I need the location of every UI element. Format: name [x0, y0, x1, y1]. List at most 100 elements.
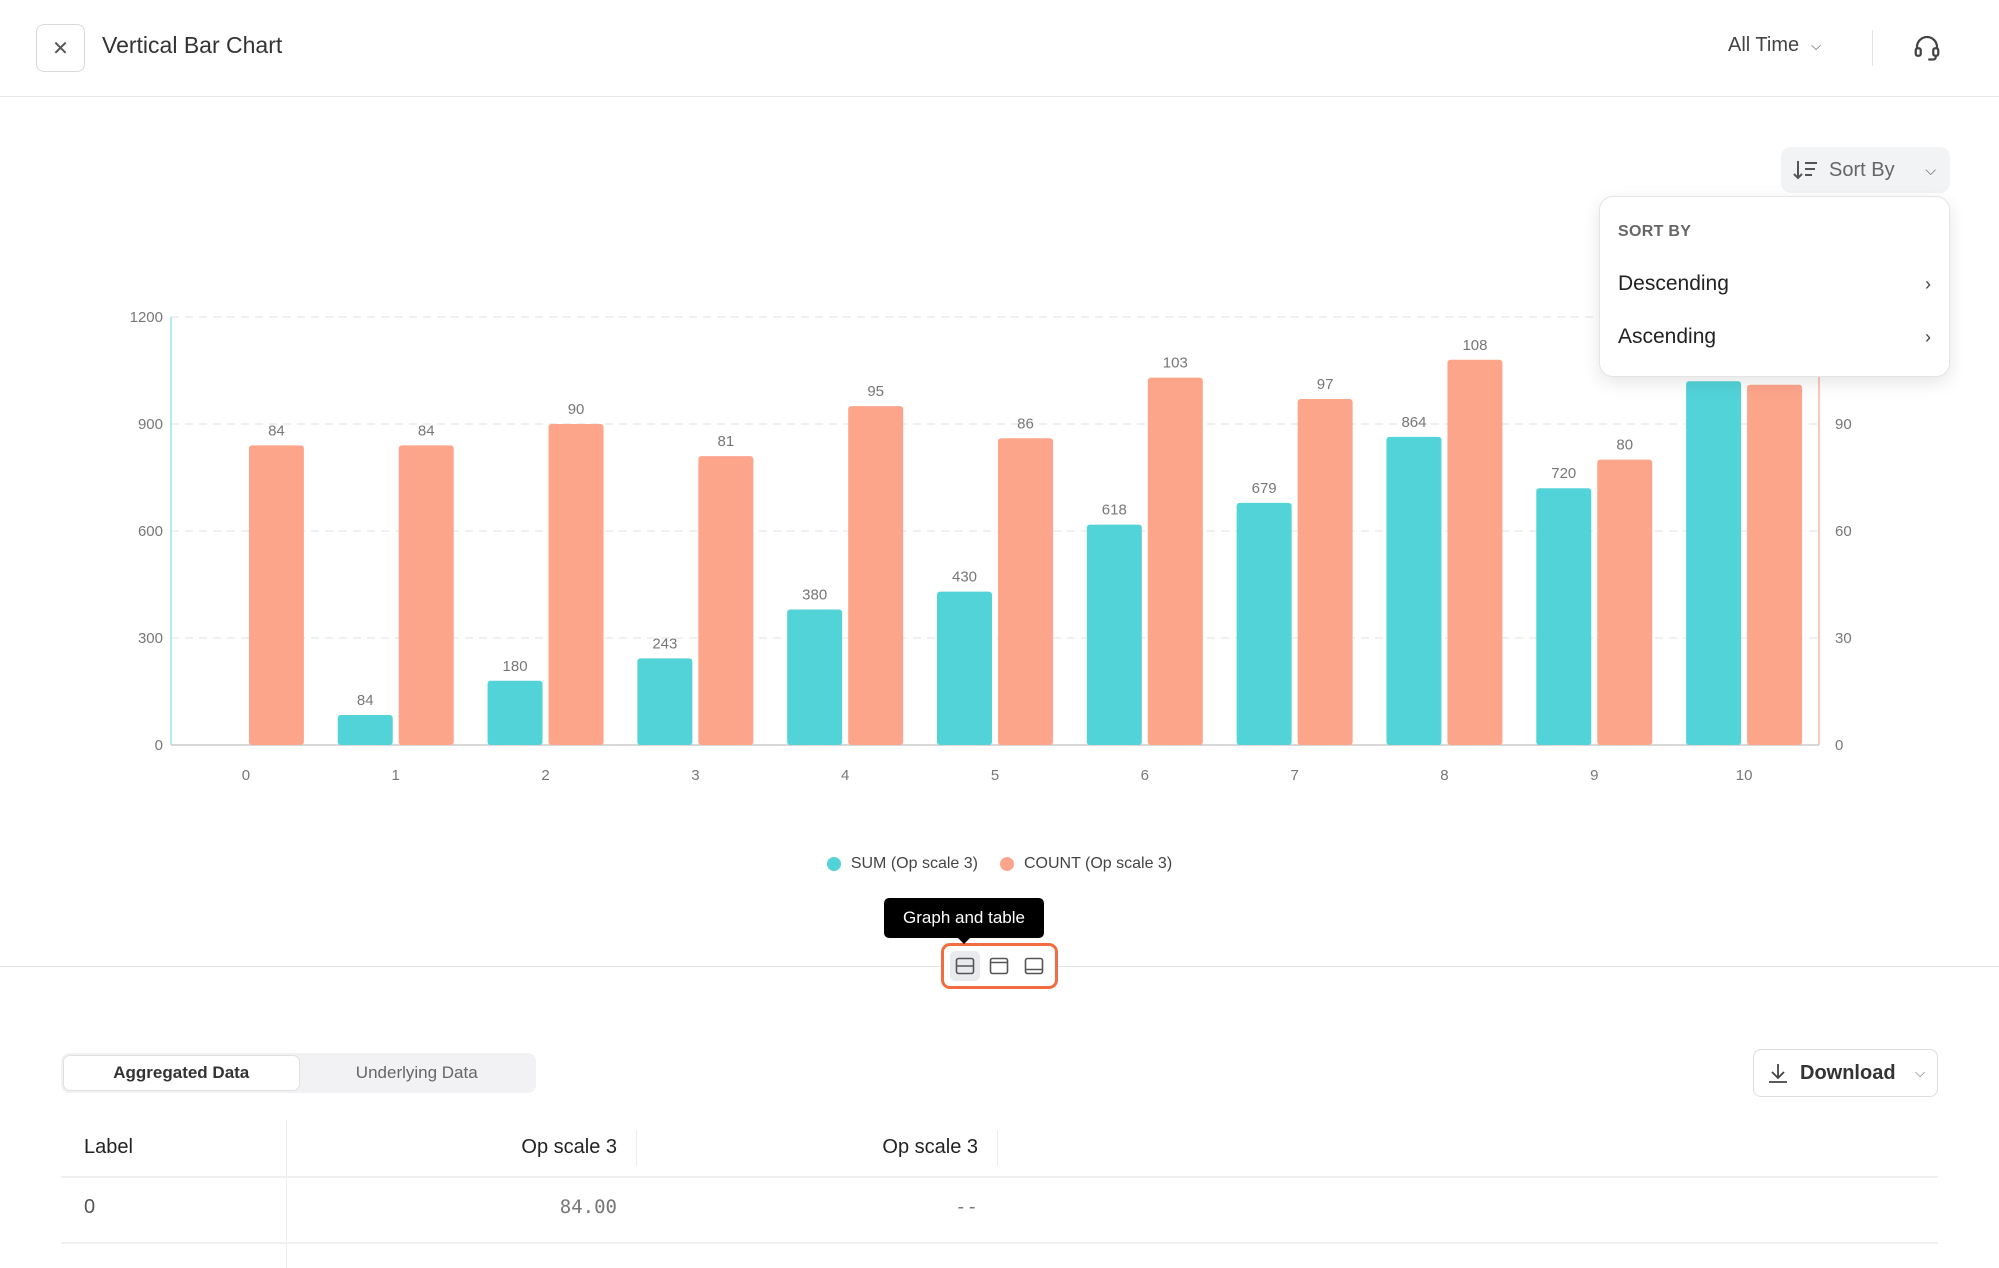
- bar-sum: [1236, 502, 1292, 745]
- bar-chart: 0300600900120003060900841848421809032438…: [130, 309, 1852, 784]
- option-label: Descending: [1618, 272, 1729, 295]
- bar-count: [848, 406, 904, 745]
- y-right-tick-label: 90: [1835, 416, 1852, 433]
- x-tick-label: 10: [1736, 767, 1753, 784]
- bar-count: [248, 445, 304, 745]
- chevron-down-icon: ⌵: [1925, 161, 1936, 178]
- chevron-right-icon: ›: [1925, 326, 1931, 347]
- close-button[interactable]: ✕: [36, 24, 85, 72]
- x-tick-label: 4: [841, 767, 849, 784]
- y-right-tick-label: 30: [1835, 630, 1852, 647]
- chevron-down-icon: ⌵: [1915, 1065, 1925, 1080]
- row-divider: [61, 1176, 1938, 1178]
- data-table: Label Op scale 3 Op scale 3 0 84.00 --: [61, 1120, 1938, 1268]
- data-label-sum: 618: [1102, 502, 1127, 519]
- sort-option-ascending[interactable]: Ascending ›: [1618, 317, 1931, 357]
- x-tick-label: 6: [1141, 767, 1149, 784]
- y-left-tick-label: 300: [138, 630, 163, 647]
- data-label-count: 86: [1017, 415, 1034, 432]
- bar-count: [548, 424, 604, 745]
- view-mode-toggle: [941, 943, 1058, 989]
- column-header-label[interactable]: Label: [84, 1136, 133, 1158]
- x-tick-label: 0: [242, 767, 250, 784]
- x-tick-label: 3: [691, 767, 699, 784]
- page-title: Vertical Bar Chart: [102, 32, 283, 58]
- cell-label: 0: [84, 1196, 96, 1218]
- sort-by-button[interactable]: Sort By ⌵: [1781, 147, 1950, 193]
- x-tick-label: 7: [1290, 767, 1298, 784]
- cell-value: 84.00: [559, 1196, 617, 1218]
- chevron-down-icon: ⌵: [1811, 37, 1821, 53]
- x-tick-label: 9: [1590, 767, 1598, 784]
- view-tooltip: Graph and table: [884, 898, 1044, 944]
- data-label-sum: 243: [652, 635, 677, 652]
- tab-aggregated-data[interactable]: Aggregated Data: [63, 1055, 300, 1091]
- time-filter-dropdown[interactable]: All Time ⌵: [1728, 34, 1821, 57]
- data-tabs: Aggregated Data Underlying Data: [61, 1053, 536, 1093]
- row-divider: [61, 1242, 1938, 1244]
- data-label-sum: 180: [503, 658, 528, 675]
- download-icon: [1769, 1064, 1787, 1083]
- x-tick-label: 8: [1440, 767, 1448, 784]
- x-tick-label: 2: [541, 767, 549, 784]
- time-filter-label: All Time: [1728, 34, 1800, 56]
- download-label: Download: [1800, 1061, 1896, 1084]
- bar-count: [1597, 459, 1653, 745]
- bar-count: [1147, 377, 1203, 745]
- y-left-tick-label: 900: [138, 416, 163, 433]
- data-label-sum: 720: [1551, 465, 1576, 482]
- tab-underlying-data[interactable]: Underlying Data: [355, 1063, 478, 1082]
- bar-sum: [1686, 381, 1742, 745]
- header-divider: [1872, 30, 1873, 66]
- chevron-right-icon: ›: [1925, 273, 1931, 294]
- bar-sum: [1536, 488, 1592, 745]
- close-icon: ✕: [52, 37, 69, 60]
- y-left-tick-label: 600: [138, 523, 163, 540]
- y-right-tick-label: 60: [1835, 523, 1852, 540]
- y-left-tick-label: 1200: [130, 309, 163, 326]
- column-header-op-scale-3[interactable]: Op scale 3: [521, 1136, 617, 1158]
- sort-by-label: Sort By: [1829, 158, 1895, 181]
- bar-count: [1447, 359, 1503, 745]
- bar-sum: [1386, 436, 1442, 745]
- download-button[interactable]: Download ⌵: [1753, 1049, 1938, 1097]
- data-label-count: 80: [1616, 437, 1633, 454]
- bar-sum: [637, 658, 693, 745]
- column-header-op-scale-3[interactable]: Op scale 3: [882, 1136, 978, 1158]
- sort-option-descending[interactable]: Descending ›: [1618, 264, 1931, 304]
- data-label-sum: 380: [802, 586, 827, 603]
- bar-count: [1747, 384, 1803, 745]
- bar-count: [698, 456, 754, 745]
- graph-only-icon[interactable]: [984, 951, 1014, 981]
- data-label-sum: 679: [1252, 480, 1277, 497]
- graph-and-table-icon[interactable]: [950, 951, 981, 981]
- column-divider[interactable]: [636, 1130, 637, 1166]
- column-divider[interactable]: [997, 1130, 998, 1166]
- data-label-sum: 430: [952, 569, 977, 586]
- sort-icon: [1793, 161, 1817, 180]
- bar-sum: [1086, 524, 1142, 745]
- headset-icon[interactable]: [1912, 32, 1942, 62]
- sort-menu-header: SORT BY: [1618, 223, 1692, 240]
- header: ✕ Vertical Bar Chart All Time ⌵: [0, 0, 1999, 97]
- x-tick-label: 5: [991, 767, 999, 784]
- legend-swatch: [826, 857, 841, 871]
- legend-swatch: [999, 857, 1014, 871]
- bar-count: [998, 438, 1053, 745]
- data-label-sum: 84: [357, 692, 374, 709]
- data-label-count: 108: [1462, 337, 1487, 354]
- y-left-tick-label: 0: [155, 737, 163, 754]
- data-label-count: 90: [568, 401, 585, 418]
- table-only-icon[interactable]: [1019, 951, 1049, 981]
- legend-label: COUNT (Op scale 3): [1023, 855, 1173, 872]
- legend-item-count[interactable]: COUNT (Op scale 3): [999, 855, 1173, 873]
- x-tick-label: 1: [392, 767, 400, 784]
- bar-sum: [487, 680, 543, 745]
- data-label-count: 95: [867, 383, 884, 400]
- legend-item-sum[interactable]: SUM (Op scale 3): [826, 855, 978, 873]
- sort-by-menu: SORT BY Descending › Ascending ›: [1599, 196, 1950, 377]
- data-label-count: 81: [718, 433, 735, 450]
- legend-label: SUM (Op scale 3): [850, 855, 978, 872]
- bar-sum: [937, 591, 992, 745]
- bar-sum: [787, 609, 843, 745]
